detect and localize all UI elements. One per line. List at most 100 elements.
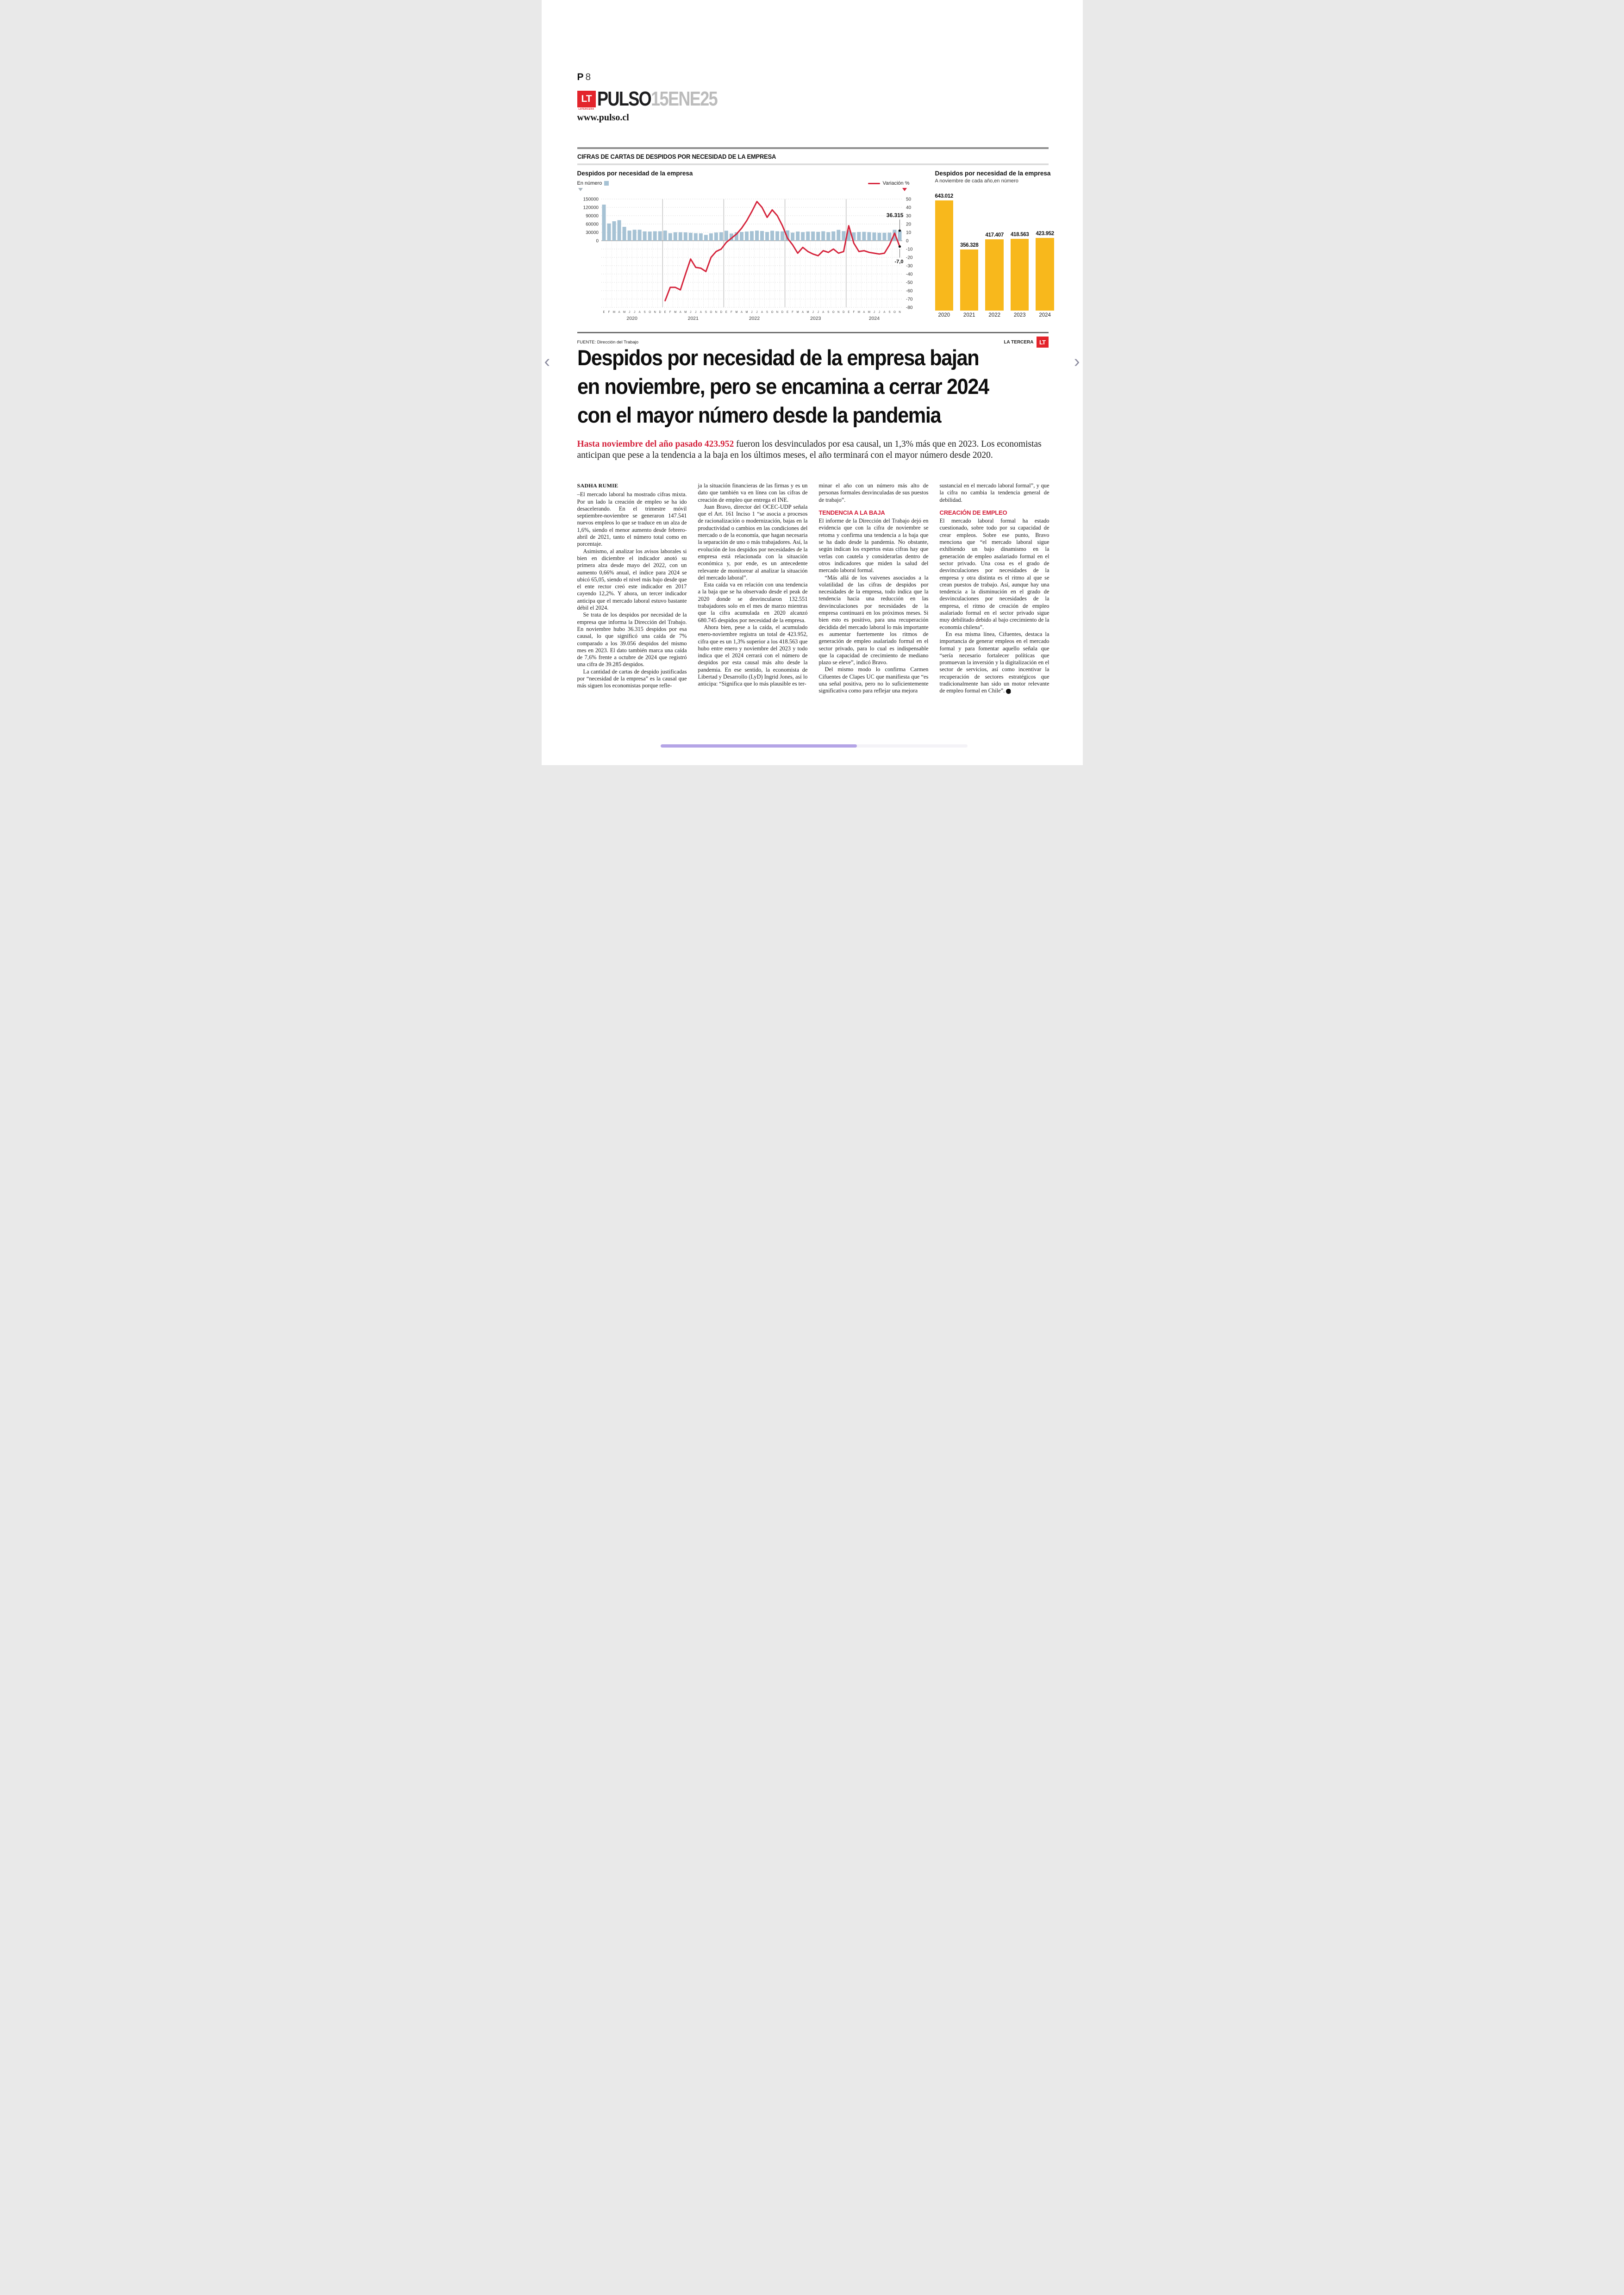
body-paragraph: –El mercado laboral ha mostrado cifras m… xyxy=(577,491,687,548)
month-letter: A xyxy=(761,311,763,314)
yearly-axis-labels: 2020 2021 2022 2023 2024 xyxy=(935,312,1054,318)
month-letter: D xyxy=(659,311,661,314)
despidos-bar xyxy=(678,232,682,241)
left-axis-label: 60000 xyxy=(586,222,599,227)
year-bar xyxy=(1010,238,1029,311)
year-bar-group: 643.012 xyxy=(935,187,953,311)
yearly-chart-title: Despidos por necesidad de la empresa xyxy=(935,170,1051,177)
chart-credit: LA TERCERA LT xyxy=(1004,337,1049,348)
despidos-bar xyxy=(683,232,687,241)
body-paragraph: Asimismo, al analizar los avisos laboral… xyxy=(577,548,687,611)
year-bar-group: 356.328 xyxy=(960,187,979,311)
despidos-bar xyxy=(602,205,606,241)
despidos-bar xyxy=(653,231,657,241)
despidos-bar xyxy=(826,232,830,241)
body-column: sustancial en el mercado laboral formal”… xyxy=(940,482,1049,695)
month-letter: E xyxy=(848,311,849,314)
month-letter: D xyxy=(843,311,845,314)
prev-page-chevron-icon[interactable]: ‹ xyxy=(544,352,550,371)
left-axis-label: 0 xyxy=(596,239,599,244)
byline: SADHA RUMIE xyxy=(577,482,618,489)
month-letter: J xyxy=(812,311,813,314)
year-bar-group: 423.952 xyxy=(1036,187,1054,311)
right-axis-label: -20 xyxy=(906,256,913,261)
month-letter: A xyxy=(740,311,742,314)
despidos-bar xyxy=(882,232,886,241)
body-paragraph: El mercado laboral formal ha estado cues… xyxy=(939,518,1049,630)
month-letter: N xyxy=(899,311,900,314)
chart-title: Despidos por necesidad de la empresa xyxy=(577,170,693,177)
horizontal-scrollbar[interactable] xyxy=(660,744,968,748)
monthly-combo-chart: Despidos por necesidad de la empresa En … xyxy=(577,170,924,327)
despidos-bar xyxy=(836,230,840,241)
month-letter: F xyxy=(731,311,732,314)
yearly-chart-subtitle: A noviembre de cada año,en número xyxy=(935,178,1018,184)
despidos-bar xyxy=(714,232,718,241)
headline-line: con el mayor número desde la pandemia xyxy=(577,403,942,427)
yearly-bars: 643.012 356.328 417.407 418.563 423.952 xyxy=(935,187,1054,311)
despidos-bar xyxy=(699,233,703,241)
month-letter: M xyxy=(684,311,687,314)
despidos-bar xyxy=(688,232,693,241)
right-axis-label: -30 xyxy=(906,264,913,269)
despidos-bar xyxy=(785,230,789,241)
despidos-bar xyxy=(739,232,743,241)
month-letter: A xyxy=(863,311,865,314)
year-label: 2021 xyxy=(687,316,699,321)
month-letter: A xyxy=(638,311,640,314)
month-letter: F xyxy=(853,311,855,314)
despidos-bar xyxy=(750,231,754,241)
month-letter: N xyxy=(837,311,839,314)
credit-name: LA TERCERA xyxy=(1004,339,1034,345)
despidos-bar xyxy=(724,231,728,241)
year-bar xyxy=(960,249,979,311)
month-letter: M xyxy=(868,311,870,314)
lead-highlight: Hasta noviembre del año pasado 423.952 xyxy=(577,439,734,449)
despidos-bar xyxy=(734,232,738,241)
infographic-kicker: CIFRAS DE CARTAS DE DESPIDOS POR NECESID… xyxy=(577,153,776,160)
month-letter: M xyxy=(674,311,676,314)
year-axis-label: 2023 xyxy=(1013,312,1026,318)
year-label: 2020 xyxy=(626,316,637,321)
month-letter: J xyxy=(695,311,696,314)
next-page-chevron-icon[interactable]: › xyxy=(1074,352,1080,371)
last-bar-annotation: 36.315 xyxy=(886,212,903,218)
scrollbar-thumb[interactable] xyxy=(660,744,857,748)
month-letter: F xyxy=(669,311,671,314)
despidos-bar xyxy=(744,231,749,241)
body-paragraph: Juan Bravo, director del OCEC-UDP señala… xyxy=(698,503,808,581)
month-letter: S xyxy=(643,311,645,314)
right-axis-label: -80 xyxy=(906,306,913,311)
despidos-bar xyxy=(831,231,835,241)
despidos-bar xyxy=(862,231,866,241)
article-columns: SADHA RUMIE –El mercado laboral ha mostra… xyxy=(577,482,1049,695)
despidos-bar xyxy=(704,235,708,241)
month-letter: S xyxy=(827,311,829,314)
credit-lt-logo-icon: LT xyxy=(1036,337,1049,348)
right-axis-label: -50 xyxy=(906,281,913,286)
year-bar-value: 643.012 xyxy=(935,193,954,199)
legend-bars-label: En número xyxy=(577,181,602,186)
despidos-bar xyxy=(765,232,769,241)
despidos-bar xyxy=(856,232,861,241)
month-letter: M xyxy=(623,311,625,314)
pulso-wordmark: PULSO15ENE25 xyxy=(597,89,718,109)
despidos-bar xyxy=(887,232,891,241)
despidos-bar xyxy=(851,232,856,241)
month-letter: O xyxy=(832,311,834,314)
month-letter: A xyxy=(618,311,620,314)
month-letter: S xyxy=(766,311,768,314)
body-paragraph: La cantidad de cartas de despido justifi… xyxy=(577,668,687,689)
charts-row: Despidos por necesidad de la empresa En … xyxy=(577,170,1055,327)
month-letter: J xyxy=(756,311,757,314)
page-number-value: 8 xyxy=(585,72,591,82)
year-label: 2022 xyxy=(749,316,760,321)
despidos-bar xyxy=(658,231,662,241)
right-axis-label: -10 xyxy=(906,247,913,252)
month-letter: F xyxy=(792,311,793,314)
right-axis-label: -40 xyxy=(906,272,913,277)
despidos-bar xyxy=(668,233,672,241)
month-letter: O xyxy=(649,311,651,314)
legend-line-label: Variación % xyxy=(882,181,910,186)
section-subhead: TENDENCIA A LA BAJA xyxy=(818,509,885,516)
